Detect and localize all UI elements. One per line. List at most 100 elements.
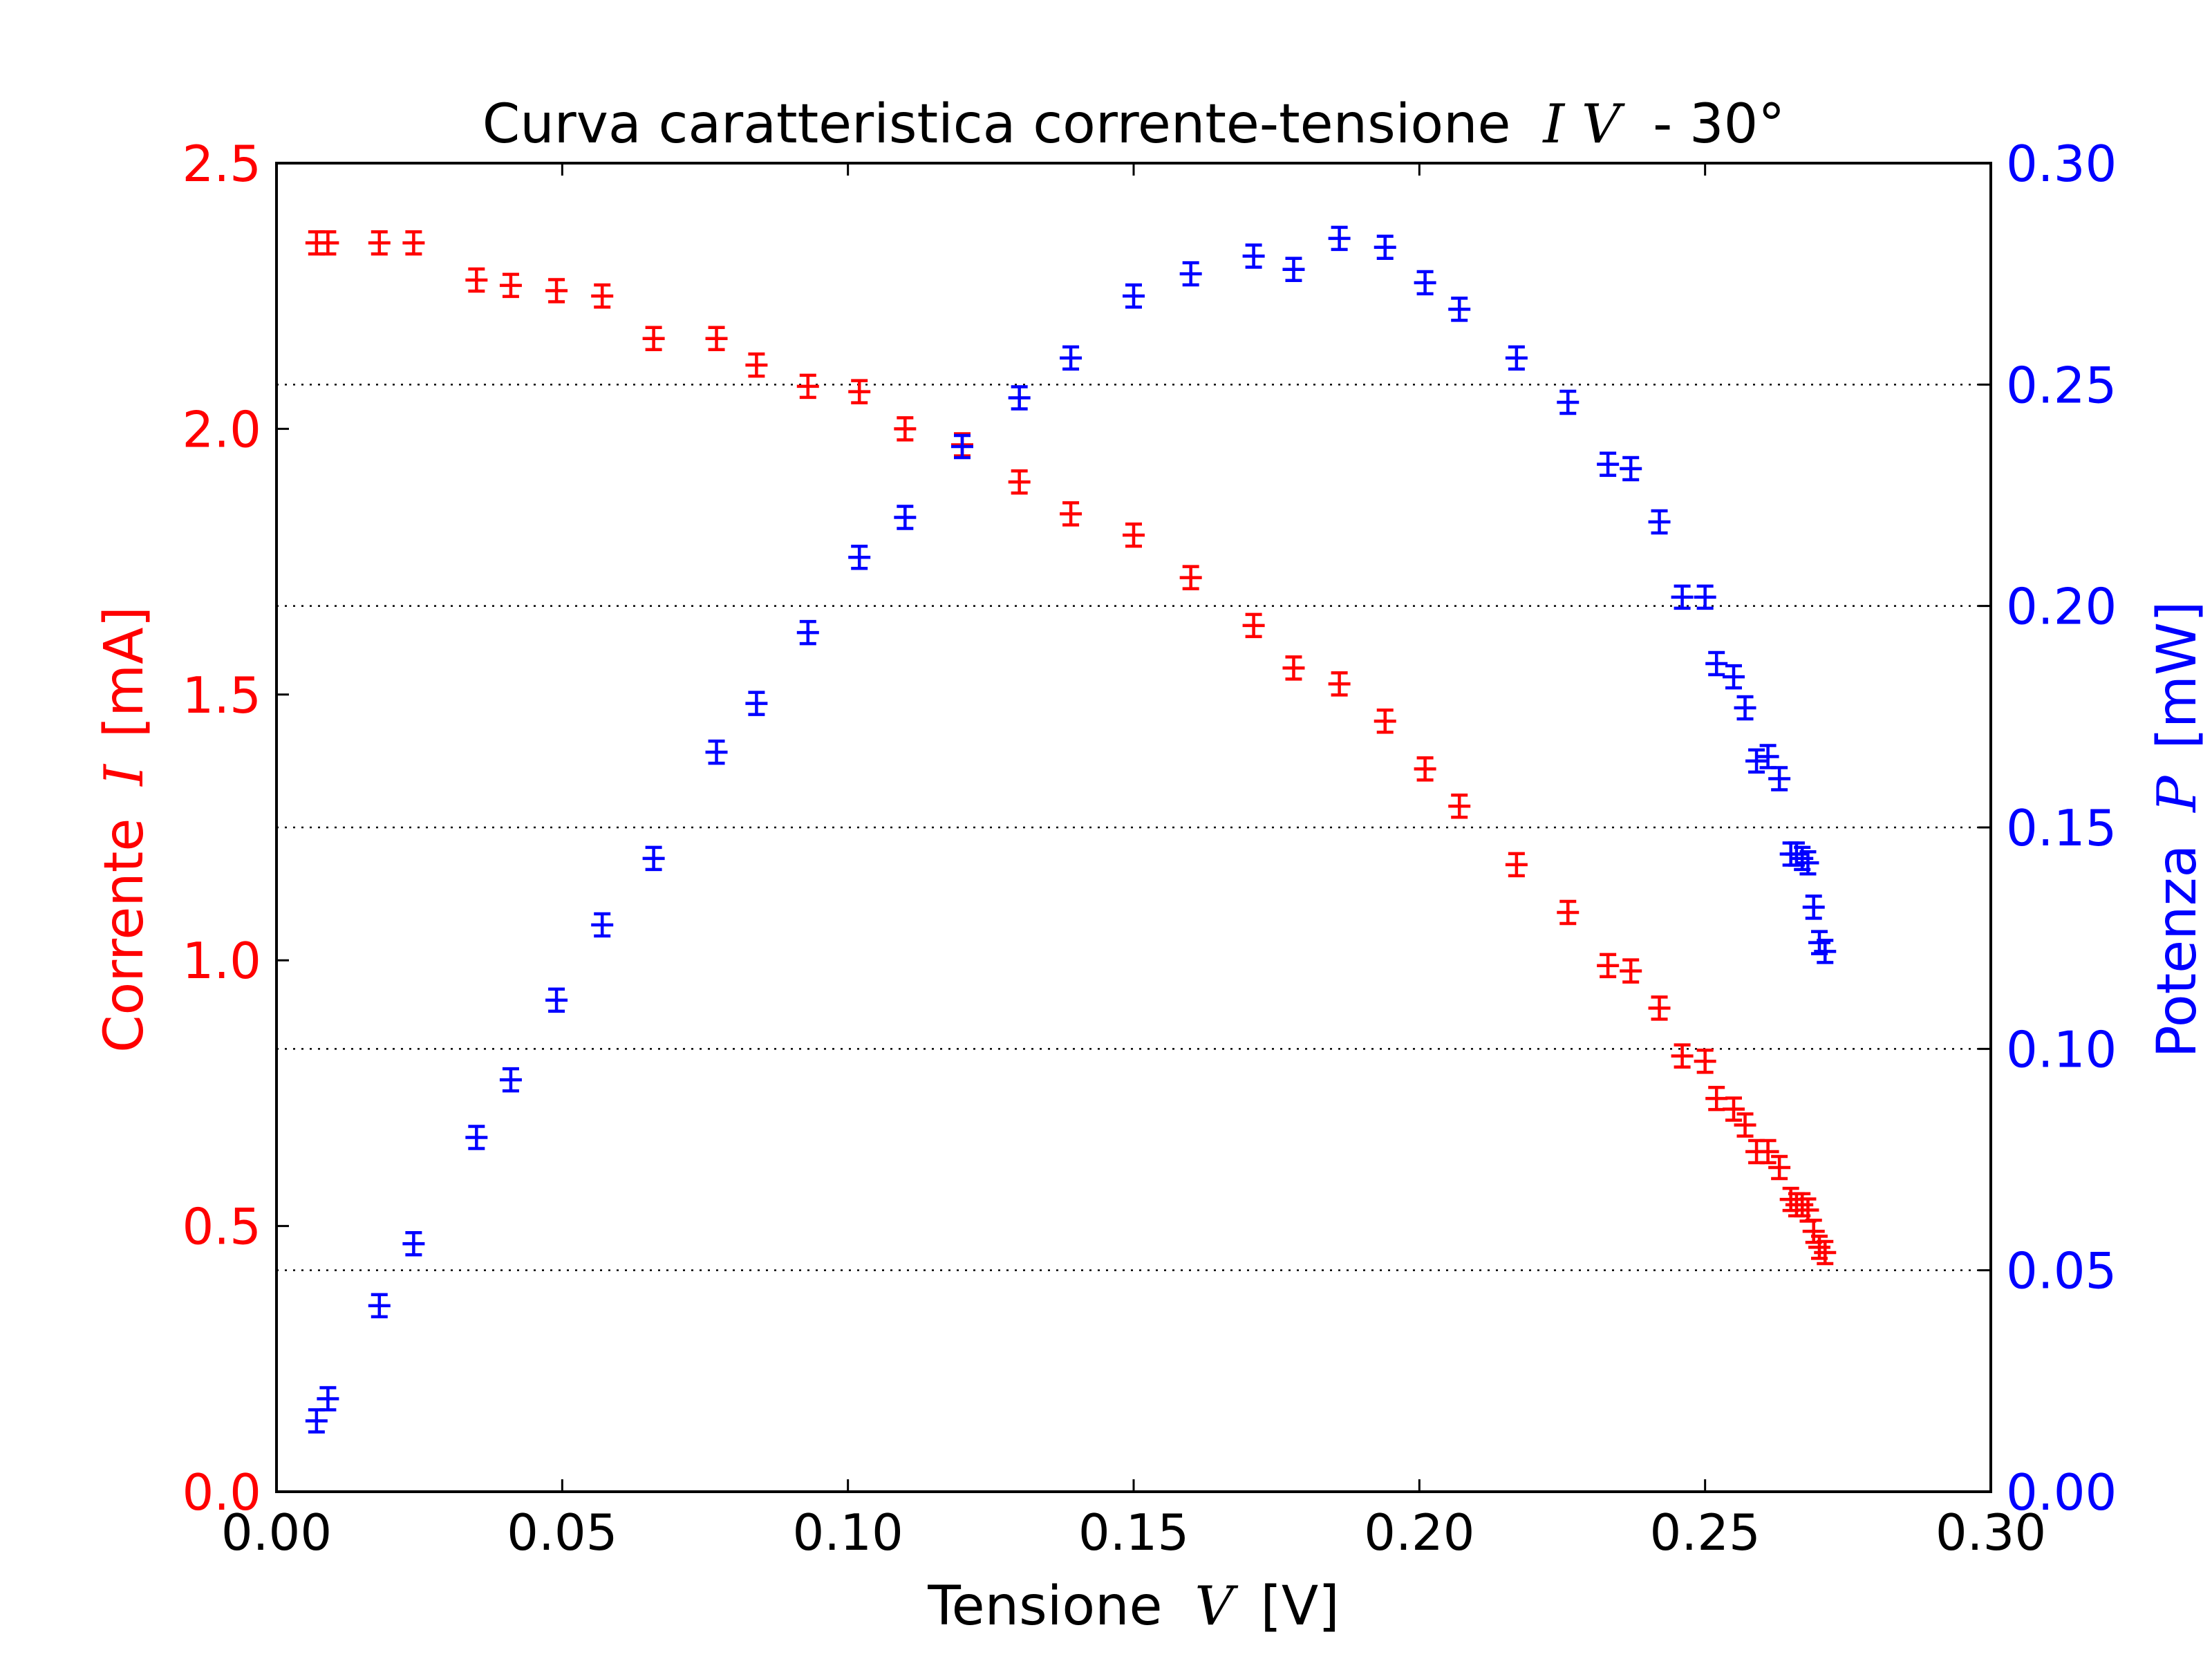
right-y-tick-label: 0.25 — [2006, 356, 2117, 414]
x-tick-label: 0.00 — [221, 1503, 332, 1562]
power-data-point — [1448, 297, 1471, 322]
left-y-axis-label-unit: [mA] — [93, 606, 156, 738]
current-data-point — [1802, 1219, 1825, 1244]
power-data-point — [1414, 270, 1436, 296]
chart-title-symbols: I V — [1541, 93, 1625, 156]
current-data-point — [894, 416, 917, 442]
left-y-tick-label: 0.0 — [182, 1463, 261, 1521]
current-data-point — [1723, 1096, 1745, 1122]
power-data-point — [1242, 243, 1265, 269]
power-data-point — [1620, 456, 1642, 482]
left-y-axis-label-text: Corrente — [93, 818, 156, 1053]
x-axis-label-unit: [V] — [1260, 1575, 1339, 1638]
current-data-point — [1448, 793, 1471, 819]
right-y-tick-label: 0.00 — [2006, 1463, 2117, 1521]
current-data-point — [1123, 522, 1145, 548]
power-data-point — [1123, 283, 1145, 309]
x-tick-label: 0.05 — [507, 1503, 617, 1562]
right-y-tick-label: 0.10 — [2006, 1020, 2117, 1078]
right-y-axis-label-unit: [mW] — [2146, 601, 2209, 749]
power-data-point — [1557, 389, 1580, 415]
power-data-point — [642, 845, 665, 872]
current-data-point — [1620, 958, 1642, 984]
current-data-point — [1328, 671, 1351, 697]
current-data-point — [591, 283, 614, 309]
power-data-point — [1597, 451, 1620, 477]
left-y-tick-label: 2.0 — [182, 400, 261, 458]
current-data-point — [465, 267, 488, 293]
current-data-point — [1814, 1239, 1837, 1266]
power-data-point — [1723, 664, 1745, 690]
right-y-axis-ticks: 0.00 0.05 0.10 0.15 0.20 0.25 0.30 — [1978, 135, 2117, 1521]
current-data-point — [796, 373, 819, 400]
x-axis-ticks: 0.00 0.05 0.10 0.15 0.20 0.25 0.30 — [221, 163, 2046, 1562]
power-data-point — [317, 1386, 339, 1412]
power-series — [305, 225, 1837, 1434]
left-y-axis-label-symbol: I — [93, 763, 156, 787]
chart-title: Curva caratteristica corrente-tensione I… — [482, 93, 1785, 156]
current-data-point — [745, 352, 768, 378]
x-tick-label: 0.30 — [1936, 1503, 2046, 1562]
power-data-point — [1648, 509, 1671, 535]
power-data-point — [1060, 345, 1082, 371]
current-data-point — [368, 230, 391, 256]
current-data-point — [1768, 1154, 1791, 1181]
right-y-axis-label-symbol: P — [2146, 775, 2209, 814]
current-data-point — [1505, 852, 1528, 878]
x-axis-label-text: Tensione — [927, 1575, 1162, 1638]
right-y-axis-label: Potenza P [mW] — [2146, 601, 2209, 1058]
power-data-point — [1282, 256, 1305, 283]
x-tick-label: 0.20 — [1364, 1503, 1474, 1562]
x-tick-label: 0.15 — [1078, 1503, 1189, 1562]
power-data-point — [1328, 225, 1351, 252]
current-series — [305, 230, 1837, 1266]
power-data-point — [1768, 766, 1791, 791]
current-data-point — [1060, 501, 1082, 527]
power-data-point — [591, 912, 614, 938]
power-data-point — [402, 1230, 425, 1257]
chart-title-suffix: - 30° — [1653, 93, 1785, 156]
power-data-point — [894, 505, 917, 530]
left-y-tick-label: 1.5 — [182, 666, 261, 724]
power-data-point — [1374, 234, 1396, 260]
x-tick-label: 0.10 — [793, 1503, 903, 1562]
x-tick-label: 0.25 — [1650, 1503, 1761, 1562]
power-data-point — [951, 433, 973, 460]
power-data-point — [705, 739, 728, 765]
power-data-point — [1694, 584, 1716, 610]
current-data-point — [317, 230, 339, 256]
left-y-tick-label: 2.5 — [182, 135, 261, 193]
right-y-tick-label: 0.20 — [2006, 578, 2117, 636]
current-data-point — [848, 379, 871, 404]
current-data-point — [1374, 708, 1396, 734]
current-data-point — [1705, 1085, 1728, 1112]
current-data-point — [705, 326, 728, 351]
right-y-tick-label: 0.15 — [2006, 799, 2117, 857]
current-data-point — [1597, 953, 1620, 979]
power-data-point — [545, 987, 568, 1013]
right-y-tick-label: 0.30 — [2006, 135, 2117, 193]
current-data-point — [1756, 1138, 1779, 1165]
power-data-point — [1008, 385, 1031, 411]
power-data-point — [1671, 584, 1694, 610]
power-data-point — [368, 1293, 391, 1319]
current-data-point — [1179, 565, 1202, 590]
left-y-tick-label: 1.0 — [182, 932, 261, 990]
current-data-point — [545, 278, 568, 303]
right-y-tick-label: 0.05 — [2006, 1242, 2117, 1300]
power-data-point — [1797, 850, 1819, 876]
power-data-point — [465, 1125, 488, 1150]
current-data-point — [499, 272, 522, 299]
right-y-axis-label-text: Potenza — [2146, 845, 2209, 1058]
current-data-point — [1648, 995, 1671, 1021]
power-data-point — [1505, 345, 1528, 371]
power-data-point — [499, 1067, 522, 1093]
current-data-point — [1808, 1235, 1830, 1260]
power-data-point — [796, 619, 819, 646]
current-data-point — [1734, 1112, 1756, 1138]
power-data-point — [1814, 939, 1837, 964]
power-data-point — [848, 544, 871, 570]
current-data-point — [1008, 469, 1031, 495]
